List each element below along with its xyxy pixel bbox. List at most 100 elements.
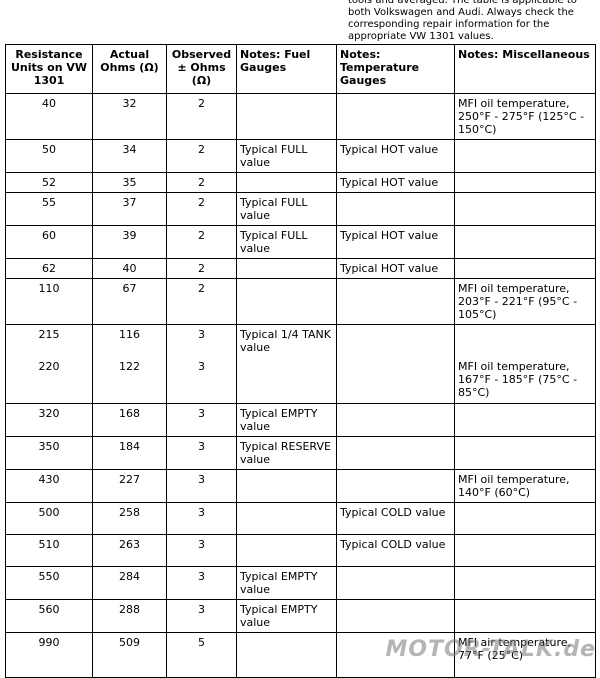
table-cell: 227 bbox=[92, 468, 167, 503]
table-cell bbox=[336, 278, 455, 325]
table-cell bbox=[336, 357, 455, 404]
table-cell: MFI oil temperature, 167°F - 185°F (75°C… bbox=[454, 357, 596, 404]
table-row: 215 116 3 Typical 1/4 TANK value bbox=[5, 324, 596, 357]
table-cell: Typical FULL value bbox=[236, 139, 337, 173]
table-cell: MFI oil temperature, 203°F - 221°F (95°C… bbox=[454, 278, 596, 325]
table-row: 350 184 3 Typical RESERVE value bbox=[5, 435, 596, 470]
table-cell: 3 bbox=[166, 324, 237, 357]
table-cell bbox=[236, 501, 337, 535]
table-cell: Typical EMPTY value bbox=[236, 598, 337, 633]
table-cell: 50 bbox=[5, 139, 93, 173]
table-cell bbox=[236, 172, 337, 193]
table-cell: Typical RESERVE value bbox=[236, 435, 337, 470]
table-cell: 3 bbox=[166, 435, 237, 470]
table-cell bbox=[336, 192, 455, 226]
header-cell: Resistance Units on VW 1301 bbox=[5, 44, 93, 94]
table-cell: Typical HOT value bbox=[336, 258, 455, 279]
table-cell bbox=[454, 139, 596, 173]
table-cell: 52 bbox=[5, 172, 93, 193]
table-cell bbox=[236, 468, 337, 503]
table-row: 500 258 3 Typical COLD value bbox=[5, 501, 596, 535]
table-cell: 3 bbox=[166, 468, 237, 503]
table-cell bbox=[236, 533, 337, 567]
table-cell: Typical FULL value bbox=[236, 192, 337, 226]
table-cell: 990 bbox=[5, 631, 93, 678]
table-cell: Typical EMPTY value bbox=[236, 565, 337, 600]
table-cell: 37 bbox=[92, 192, 167, 226]
table-cell: Typical HOT value bbox=[336, 172, 455, 193]
header-row: Resistance Units on VW 1301 Actual Ohms (… bbox=[5, 44, 596, 94]
table-cell: Typical FULL value bbox=[236, 225, 337, 259]
table-cell: 500 bbox=[5, 501, 93, 535]
intro-text: tools and averaged. The table is applica… bbox=[348, 0, 577, 42]
table-row: 50 34 2 Typical FULL value Typical HOT value bbox=[5, 139, 596, 173]
table-row: 40 32 2 MFI oil temperature, 250°F - 275°F … bbox=[5, 93, 596, 140]
table-cell bbox=[454, 598, 596, 633]
table-cell: 3 bbox=[166, 501, 237, 535]
table-cell bbox=[336, 565, 455, 600]
table-cell: Typical HOT value bbox=[336, 139, 455, 173]
table-cell: 32 bbox=[92, 93, 167, 140]
header-cell: Notes: Temperature Gauges bbox=[336, 44, 455, 94]
table-cell: 350 bbox=[5, 435, 93, 470]
table-cell: 284 bbox=[92, 565, 167, 600]
resistance-table: Resistance Units on VW 1301 Actual Ohms (… bbox=[5, 44, 596, 678]
table-cell bbox=[236, 357, 337, 404]
table-cell: 3 bbox=[166, 598, 237, 633]
table-cell bbox=[454, 324, 596, 357]
table-cell: Typical EMPTY value bbox=[236, 402, 337, 437]
table-row: 430 227 3 MFI oil temperature, 140°F (60°C) bbox=[5, 468, 596, 503]
page: tools and averaged. The table is applica… bbox=[5, 0, 596, 678]
table-cell bbox=[454, 258, 596, 279]
table-cell: 288 bbox=[92, 598, 167, 633]
table-cell: 258 bbox=[92, 501, 167, 535]
table-row: 550 284 3 Typical EMPTY value bbox=[5, 565, 596, 600]
table-cell: 60 bbox=[5, 225, 93, 259]
table-cell bbox=[336, 402, 455, 437]
table-row: 110 67 2 MFI oil temperature, 203°F - 221°F… bbox=[5, 278, 596, 325]
table-cell: 39 bbox=[92, 225, 167, 259]
header-cell: Notes: Miscellaneous bbox=[454, 44, 596, 94]
table-cell: 560 bbox=[5, 598, 93, 633]
table-cell: 215 bbox=[5, 324, 93, 357]
table-cell: 2 bbox=[166, 192, 237, 226]
table-cell bbox=[336, 324, 455, 357]
table-cell bbox=[336, 435, 455, 470]
table-cell: Typical COLD value bbox=[336, 533, 455, 567]
watermark: MOTOR-TALK.de bbox=[385, 637, 596, 662]
table-cell: 320 bbox=[5, 402, 93, 437]
table-cell: Typical HOT value bbox=[336, 225, 455, 259]
header-cell: Actual Ohms (Ω) bbox=[92, 44, 167, 94]
table-cell bbox=[454, 533, 596, 567]
table-row: 560 288 3 Typical EMPTY value bbox=[5, 598, 596, 633]
table-cell: 430 bbox=[5, 468, 93, 503]
table-cell: 550 bbox=[5, 565, 93, 600]
table-cell: 2 bbox=[166, 258, 237, 279]
table-cell: 2 bbox=[166, 93, 237, 140]
header-cell: Observed ± Ohms (Ω) bbox=[166, 44, 237, 94]
table-cell: 67 bbox=[92, 278, 167, 325]
table-cell bbox=[454, 192, 596, 226]
table-row: 52 35 2 Typical HOT value bbox=[5, 172, 596, 193]
table-cell: 510 bbox=[5, 533, 93, 567]
table-cell: 2 bbox=[166, 225, 237, 259]
table-cell bbox=[336, 598, 455, 633]
table-cell: 2 bbox=[166, 139, 237, 173]
table-cell: 3 bbox=[166, 533, 237, 567]
table-cell: 40 bbox=[5, 93, 93, 140]
header-cell: Notes: Fuel Gauges bbox=[236, 44, 337, 94]
table-cell: MFI oil temperature, 250°F - 275°F (125°… bbox=[454, 93, 596, 140]
table-cell: 34 bbox=[92, 139, 167, 173]
table-row: 62 40 2 Typical HOT value bbox=[5, 258, 596, 279]
table-cell: 263 bbox=[92, 533, 167, 567]
table-row: 55 37 2 Typical FULL value bbox=[5, 192, 596, 226]
table-cell: 168 bbox=[92, 402, 167, 437]
table-cell bbox=[454, 435, 596, 470]
table-cell bbox=[454, 172, 596, 193]
table-cell bbox=[236, 631, 337, 678]
table-cell: 2 bbox=[166, 278, 237, 325]
table-cell: 55 bbox=[5, 192, 93, 226]
table-cell: 116 bbox=[92, 324, 167, 357]
table-cell: 3 bbox=[166, 357, 237, 404]
table-cell: 40 bbox=[92, 258, 167, 279]
